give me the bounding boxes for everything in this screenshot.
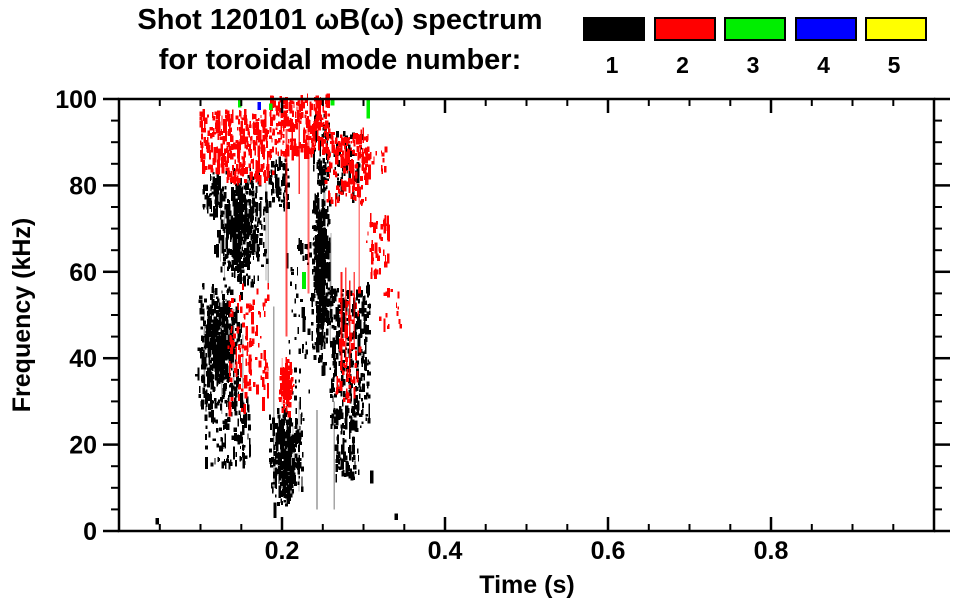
y-tick-label: 100 xyxy=(55,86,97,114)
y-tick-label: 40 xyxy=(69,345,97,373)
legend-label-n3: 3 xyxy=(746,52,760,78)
data-marks-mode-2 xyxy=(199,93,403,418)
y-tick-label: 60 xyxy=(69,259,97,287)
y-axis-title: Frequency (kHz) xyxy=(8,218,36,412)
chart-title-line2: for toroidal mode number: xyxy=(158,44,522,76)
data-marks-mode-4 xyxy=(257,102,261,110)
chart-title-line1: Shot 120101 ωB(ω) spectrum xyxy=(137,4,543,36)
axes xyxy=(103,97,950,533)
legend-label-n4: 4 xyxy=(817,52,830,78)
legend-swatch-n1 xyxy=(583,17,645,41)
data-marks-mode-3 xyxy=(237,99,371,290)
x-tick-label: 0.8 xyxy=(754,537,789,565)
data-marks-mode-1 xyxy=(155,107,398,525)
legend-label-n1: 1 xyxy=(605,52,619,78)
x-axis-title: Time (s) xyxy=(479,571,574,599)
data-marks xyxy=(155,93,403,525)
legend-swatch-n2 xyxy=(653,17,716,41)
y-tick-label: 80 xyxy=(69,172,97,200)
legend-label-n5: 5 xyxy=(887,52,901,78)
x-tick-label: 0.6 xyxy=(591,537,626,565)
legend-swatch-n4 xyxy=(794,17,857,41)
x-tick-label: 0.2 xyxy=(265,537,300,565)
axis-labels: 0.2 0.4 0.6 0.8 0 20 40 60 80 100 Time (s) Frequenc… xyxy=(8,86,788,599)
x-tick-label: 0.4 xyxy=(428,537,463,565)
legend-swatch-n3 xyxy=(724,17,786,41)
legend-swatch-n5 xyxy=(865,17,927,41)
y-tick-label: 0 xyxy=(83,518,97,546)
y-tick-label: 20 xyxy=(69,432,97,460)
legend-label-n2: 2 xyxy=(676,52,689,78)
